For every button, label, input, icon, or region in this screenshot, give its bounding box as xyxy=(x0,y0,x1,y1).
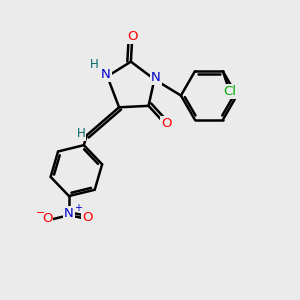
Text: H: H xyxy=(76,127,85,140)
Text: O: O xyxy=(161,117,171,130)
Text: O: O xyxy=(82,211,93,224)
Text: H: H xyxy=(90,58,98,71)
Text: N: N xyxy=(64,207,74,220)
Text: N: N xyxy=(151,71,161,84)
Text: −: − xyxy=(36,208,45,218)
Text: N: N xyxy=(101,68,111,81)
Text: O: O xyxy=(127,30,138,43)
Text: Cl: Cl xyxy=(224,85,237,98)
Text: O: O xyxy=(42,212,52,225)
Text: +: + xyxy=(74,203,82,213)
